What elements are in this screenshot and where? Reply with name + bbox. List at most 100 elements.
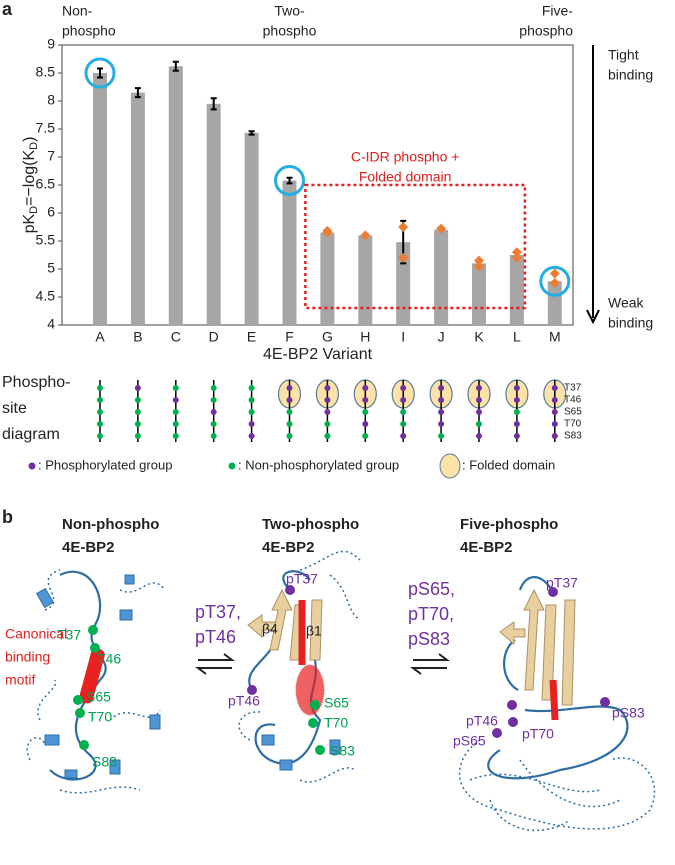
x-tick-label: E	[247, 329, 256, 345]
motif-label: Canonical	[5, 626, 67, 642]
site-label: S83	[330, 743, 355, 759]
site-label: pT70	[522, 726, 554, 742]
panel-label: a	[2, 0, 13, 19]
legend-swatch	[439, 453, 461, 479]
panel-b-labels: Non-phospho 4E-BP2 Two-phospho 4E-BP2 Fi…	[5, 516, 645, 770]
replicate-point	[398, 222, 409, 232]
nonphospho-dot	[438, 433, 445, 439]
phospho-dot	[286, 385, 293, 391]
x-tick-label: K	[474, 329, 484, 345]
structure-title: Two-phospho	[262, 516, 359, 533]
y-tick-label: 4	[47, 316, 55, 332]
site-label: pT46	[228, 693, 260, 709]
transition-label: pT37,	[195, 602, 241, 622]
binding-label: Tight	[608, 47, 639, 63]
x-tick-label: D	[209, 329, 219, 345]
y-axis-label-part: D	[28, 206, 40, 214]
site-label: pT46	[466, 713, 498, 729]
bar	[93, 73, 107, 325]
group-label: Five-	[542, 3, 573, 19]
phospho-dot	[551, 433, 558, 439]
highlight-ring	[84, 57, 116, 89]
phospho-dot	[513, 397, 520, 403]
nonphospho-dot	[134, 433, 141, 439]
binding-arrow	[586, 45, 600, 325]
legend-label: : Phosphorylated group	[38, 457, 172, 472]
phospho-dot	[210, 409, 217, 415]
x-tick-label: F	[285, 329, 294, 345]
y-tick-label: 8	[47, 92, 55, 108]
replicate-point	[511, 247, 522, 258]
bar	[509, 255, 524, 325]
site-label: S65	[564, 407, 582, 418]
transition-label: pT46	[195, 627, 236, 647]
phospho-dot	[248, 433, 255, 439]
structure-title: Non-phospho	[62, 516, 159, 533]
nonphospho-dot	[324, 433, 331, 439]
transition-label: pT70,	[408, 604, 454, 624]
y-tick-label: 9	[47, 36, 55, 52]
phospho-dot	[476, 433, 482, 439]
replicate-point	[436, 223, 447, 234]
site-label: pS65	[453, 733, 486, 749]
binding-label: Weak	[608, 295, 645, 311]
nonphospho-dot	[134, 409, 141, 415]
site-label: S65	[86, 689, 111, 705]
phospho-dot	[324, 385, 331, 391]
nonphospho-dot	[248, 409, 255, 415]
x-tick-label: H	[360, 329, 370, 345]
group-label: Non-	[62, 3, 93, 19]
phospho-dot	[400, 385, 407, 391]
x-tick-label: A	[95, 329, 105, 345]
bar	[320, 232, 335, 325]
y-tick-label: 7	[47, 148, 55, 164]
phospho-dot	[513, 421, 520, 427]
nonphospho-dot	[134, 397, 141, 403]
x-tick-label: J	[438, 329, 445, 345]
bar	[282, 180, 297, 325]
replicate-point	[549, 268, 560, 279]
site-label: T46	[564, 395, 582, 406]
site-label: T70	[564, 419, 582, 430]
group-label: Two-	[274, 3, 305, 19]
group-label: phospho	[263, 23, 317, 39]
replicate-point	[474, 261, 484, 272]
y-axis-label-part: pK	[21, 214, 38, 234]
nonphospho-dot	[172, 433, 179, 439]
site-label: T70	[324, 715, 348, 731]
nonphospho-dot	[248, 397, 255, 403]
nonphospho-dot	[97, 409, 103, 415]
phospho-dot	[324, 397, 331, 403]
bar	[472, 263, 486, 325]
nonphospho-dot	[97, 433, 103, 439]
phospho-dot	[248, 421, 255, 427]
legend-swatch	[228, 462, 236, 470]
error-bar	[286, 176, 293, 185]
highlight-ring	[274, 165, 305, 197]
phospho-dot	[438, 421, 445, 427]
bar	[168, 66, 183, 325]
legend-label: : Non-phosphorylated group	[238, 457, 399, 472]
legend-swatch	[28, 462, 36, 470]
y-tick-label: 8.5	[36, 64, 56, 80]
y-axis-label: pKD=−log(KD)	[21, 137, 40, 234]
nonphospho-dot	[248, 385, 255, 391]
nonphospho-dot	[362, 433, 369, 439]
diagram-title: site	[2, 400, 27, 417]
motif-label: motif	[5, 672, 35, 688]
error-bar	[172, 60, 179, 72]
nonphospho-dot	[210, 397, 217, 403]
structure-drawings	[26, 550, 656, 832]
nonphospho-dot	[134, 421, 141, 427]
group-label: phospho	[519, 23, 573, 39]
replicate-point	[474, 255, 484, 266]
phospho-dot	[362, 385, 369, 391]
error-bar	[248, 130, 255, 136]
nonphospho-dot	[97, 421, 103, 427]
structure-title: 4E-BP2	[262, 539, 315, 556]
x-tick-label: L	[513, 329, 521, 345]
site-label: T46	[97, 651, 121, 667]
phospho-dot	[324, 409, 331, 415]
error-bar	[210, 97, 217, 111]
